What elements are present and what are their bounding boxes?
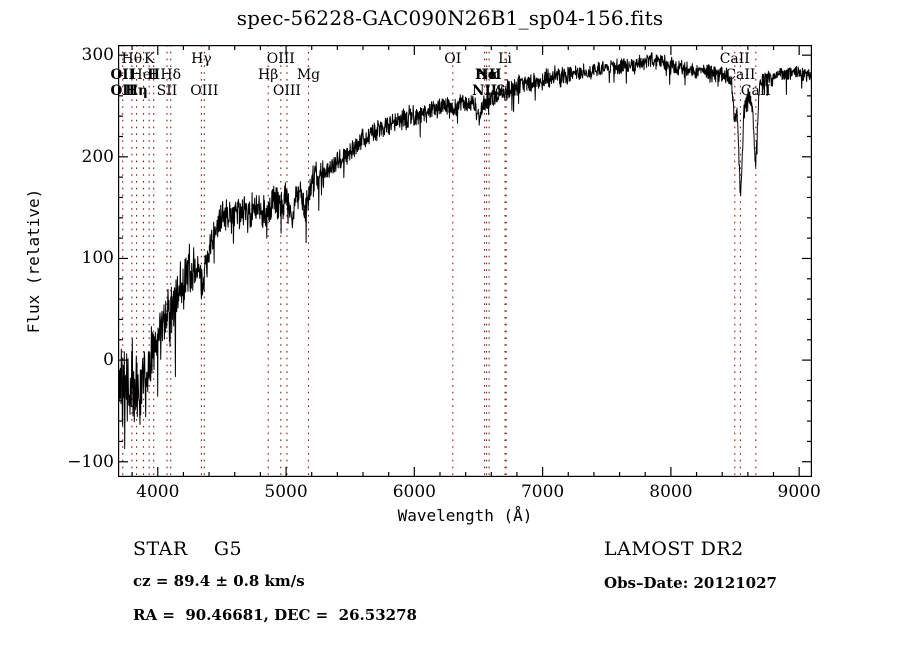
footer-obs-date: Obs–Date: 20121027	[604, 574, 777, 592]
y-tick--100: −100	[67, 451, 114, 472]
page-title: spec-56228-GAC090N26B1_sp04-156.fits	[236, 6, 664, 30]
y-axis-title: Flux (relative)	[24, 188, 43, 334]
x-tick-6000: 6000	[392, 482, 436, 502]
y-tick-200: 200	[81, 146, 114, 167]
footer-coords-line: RA = 90.46681, DEC = 26.53278	[133, 606, 417, 624]
y-axis-tick-labels: −100 0 100 200 300	[58, 45, 114, 477]
y-tick-100: 100	[81, 248, 114, 269]
plot-area	[118, 45, 812, 477]
x-tick-4000: 4000	[136, 482, 180, 502]
footer-object-line: STAR G5	[133, 538, 243, 560]
footer-redshift-line: cz = 89.4 ± 0.8 km/s	[133, 572, 305, 590]
x-axis-title: Wavelength (Å)	[397, 506, 533, 525]
spectrum-trace	[118, 52, 812, 450]
x-tick-7000: 7000	[520, 482, 565, 502]
plot-frame	[118, 45, 812, 477]
y-tick-300: 300	[81, 45, 114, 66]
x-tick-9000: 9000	[777, 482, 821, 502]
footer-survey: LAMOST DR2	[604, 538, 744, 560]
x-tick-5000: 5000	[264, 482, 308, 502]
x-tick-8000: 8000	[649, 482, 693, 502]
x-axis-tick-labels: 4000 5000 6000 7000 8000 9000	[118, 482, 821, 506]
spectrum-plot-svg	[118, 45, 812, 477]
y-tick-0: 0	[103, 350, 114, 371]
